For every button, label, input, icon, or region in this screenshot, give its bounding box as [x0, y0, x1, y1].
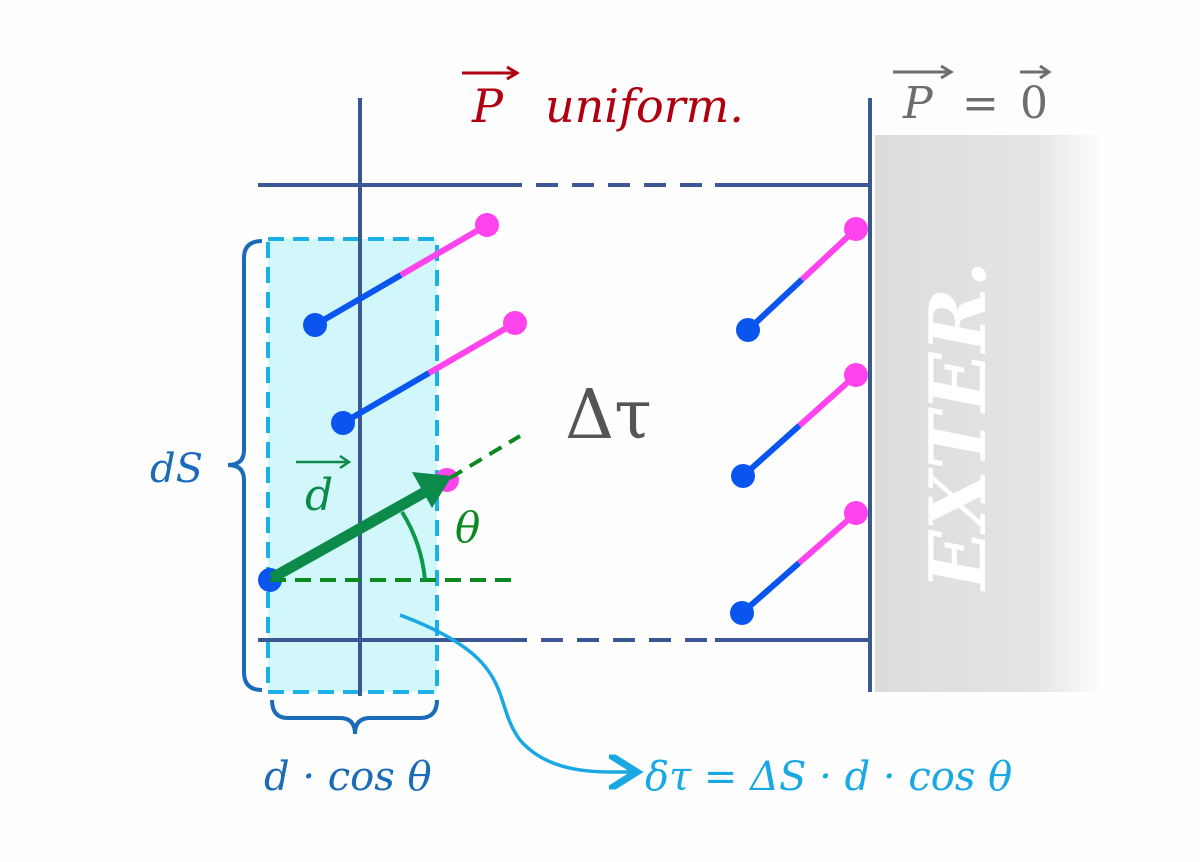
exterior-text: EXTER. [913, 261, 1004, 592]
exterior-region [875, 135, 1105, 692]
exterior-symbol: P [902, 78, 934, 129]
title-symbol: P [471, 79, 504, 133]
width-brace [270, 699, 439, 735]
dipole-positive-half [399, 222, 489, 278]
dipole-label-arrowhead [339, 454, 352, 470]
dipole-label: d [305, 470, 333, 521]
frame [258, 98, 872, 696]
width-label: d · cos θ [264, 754, 432, 800]
zero-vector-arrowhead [1039, 64, 1052, 80]
dipole-vector-arrow [269, 487, 428, 583]
dipole-positive-half [799, 226, 859, 282]
dipole [331, 311, 527, 435]
dipole-positive-charge [844, 501, 868, 525]
title: P uniform. [462, 65, 744, 133]
formula-pointer-arrow [399, 613, 630, 772]
dipole-negative-charge [731, 464, 755, 488]
dipole-negative-charge [303, 313, 327, 337]
dipole-positive-half [427, 320, 517, 376]
angle-arc [400, 510, 427, 581]
dipole-positive-charge [475, 213, 499, 237]
dipole-positive-charge [844, 363, 868, 387]
dipole-positive-charge [503, 311, 527, 335]
dipole-negative-half [745, 277, 805, 333]
dipole-negative-charge [730, 601, 754, 625]
dipole [303, 213, 499, 337]
title-vector-arrowhead [506, 65, 520, 81]
volume-label: Δτ [565, 376, 652, 455]
title-text: uniform. [545, 79, 744, 133]
exterior-zero: 0 [1020, 78, 1048, 129]
ds-label: dS [150, 446, 203, 492]
dipole [731, 363, 868, 488]
angle-label: θ [455, 503, 480, 552]
dipole-negative-half [741, 423, 802, 479]
dipole-positive-charge [844, 217, 868, 241]
dipole-negative-half [313, 272, 403, 328]
dipole-negative-charge [331, 411, 355, 435]
dipole-axis-extension [448, 434, 522, 480]
exterior-equals: = [962, 78, 999, 129]
dipole [730, 501, 868, 625]
dipole-negative-charge [736, 318, 760, 342]
dipole-vector-arrowhead [412, 472, 452, 508]
formula: δτ = ΔS · d · cos θ [645, 754, 1012, 800]
ds-brace [227, 239, 263, 692]
dipole-negative-half [740, 560, 801, 616]
exterior-polarization: P = 0 [893, 64, 1052, 129]
dipole-negative-half [341, 370, 431, 426]
dipole-positive-half [797, 372, 858, 428]
dipole-positive-half [797, 510, 858, 566]
slab-volume [266, 237, 439, 694]
exterior-vector-arrowhead [940, 64, 954, 80]
dipole [736, 217, 868, 342]
